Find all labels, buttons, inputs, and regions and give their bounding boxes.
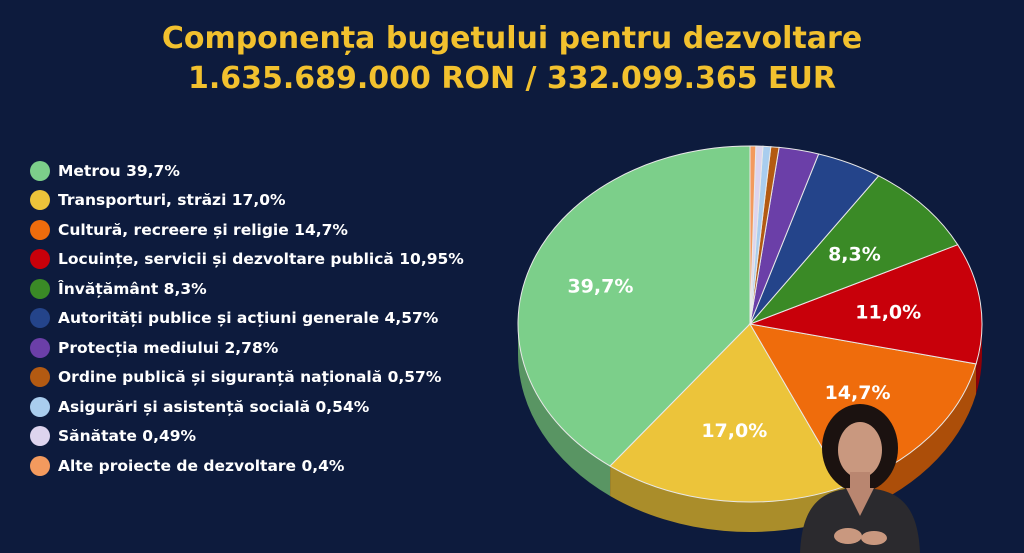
pie-data-label: 17,0% [701,420,767,442]
pie-slice [517,145,751,467]
legend-swatch [30,278,50,299]
legend-item: Asigurări și asistență socială 0,54% [30,392,464,422]
pie-slice [609,323,846,503]
pie-labels: 39,7% 17,0% 14,7% 11,0% 8,3% [567,243,921,442]
legend-swatch [30,367,50,388]
legend-label: Protecția mediului 2,78% [58,338,279,357]
pie-data-label: 11,0% [855,301,921,323]
pie-slice [749,175,959,325]
pie-slice [748,244,983,365]
legend-label: Alte proiecte de dezvoltare 0,4% [58,456,345,475]
legend-item: Învățământ 8,3% [30,274,464,304]
pie-slice [749,145,757,325]
presenter-face [838,422,882,478]
legend-swatch [30,337,50,358]
legend-label: Locuințe, servicii și dezvoltare publică… [58,250,464,269]
legend-swatch [30,249,50,270]
legend-label: Ordine publică și siguranță națională 0,… [58,368,442,387]
pie-data-label: 14,7% [825,382,891,404]
pie-slice-side [518,324,611,497]
legend-label: Sănătate 0,49% [58,427,197,446]
legend-label: Asigurări și asistență socială 0,54% [58,397,370,416]
presenter-body [800,488,920,553]
legend-swatch [30,426,50,447]
chart-legend: Metrou 39,7% Transporturi, străzi 17,0% Cu… [30,156,464,481]
legend-item: Autorități publice și acțiuni generale 4… [30,304,464,334]
legend-swatch [30,396,50,417]
legend-label: Metrou 39,7% [58,161,180,180]
legend-swatch [30,219,50,240]
legend-item: Protecția mediului 2,78% [30,333,464,363]
legend-item: Metrou 39,7% [30,156,464,186]
legend-swatch [30,190,50,211]
pie-top [517,145,983,503]
presenter-video-overlay [800,404,920,553]
legend-label: Învățământ 8,3% [58,279,207,298]
legend-swatch [30,455,50,476]
pie-data-label: 39,7% [567,276,633,298]
legend-label: Autorități publice și acțiuni generale 4… [58,309,439,328]
pie-data-label: 8,3% [828,243,881,265]
legend-item: Alte proiecte de dezvoltare 0,4% [30,451,464,481]
legend-item: Transporturi, străzi 17,0% [30,186,464,216]
legend-label: Transporturi, străzi 17,0% [58,191,286,210]
legend-label: Cultură, recreere și religie 14,7% [58,220,348,239]
legend-item: Ordine publică și siguranță națională 0,… [30,363,464,393]
chart-title: Componența bugetului pentru dezvoltare 1… [0,20,1024,100]
legend-swatch [30,308,50,329]
chart-title-line1: Componența bugetului pentru dezvoltare [161,21,863,56]
chart-title-line2: 1.635.689.000 RON / 332.099.365 EUR [188,61,836,96]
legend-item: Sănătate 0,49% [30,422,464,452]
legend-item: Cultură, recreere și religie 14,7% [30,215,464,245]
legend-swatch [30,160,50,181]
pie-slice-side [976,324,982,394]
legend-item: Locuințe, servicii și dezvoltare publică… [30,245,464,275]
pie-slice-side [610,466,845,533]
